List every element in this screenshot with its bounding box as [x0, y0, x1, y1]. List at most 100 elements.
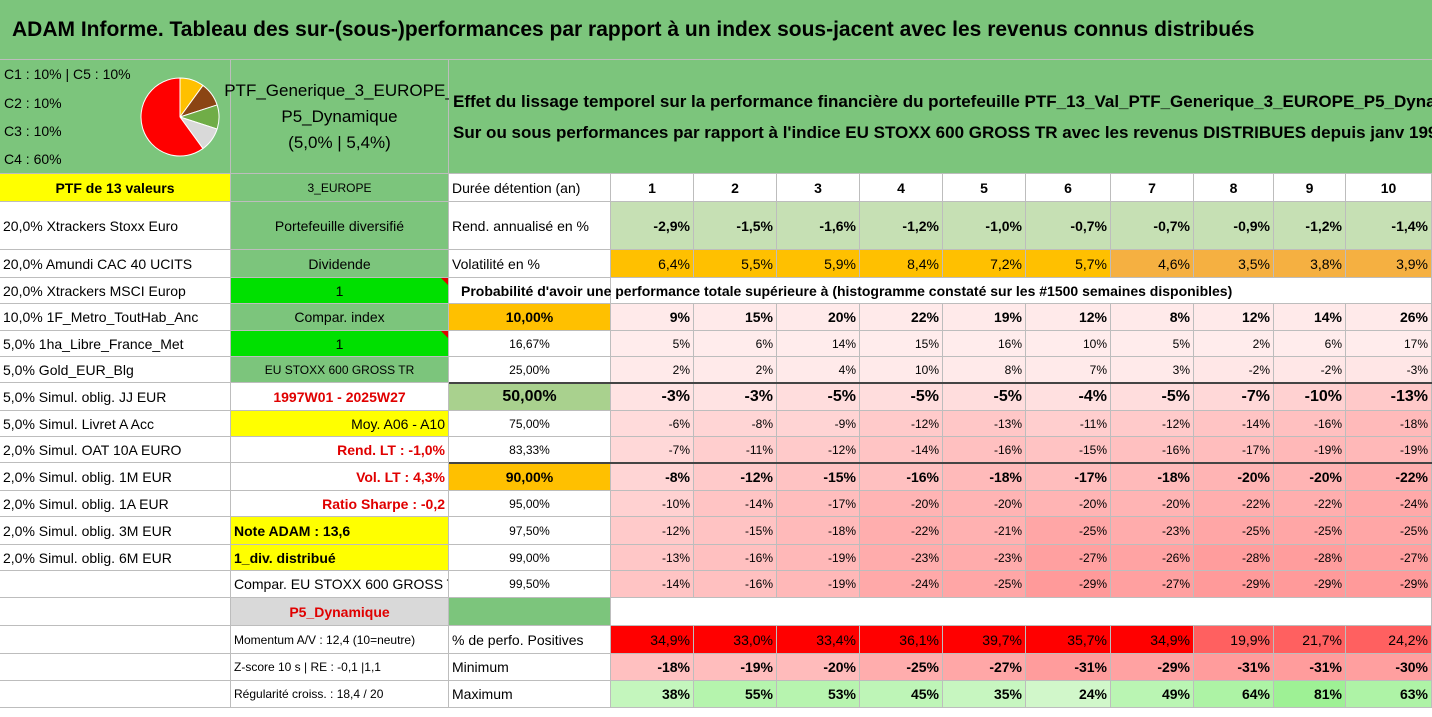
probability-value: -22% — [1194, 491, 1274, 517]
maximum-value: 63% — [1346, 681, 1432, 708]
probability-value: -12% — [860, 411, 943, 437]
maximum-value: 64% — [1194, 681, 1274, 708]
holding-item: 5,0% Gold_EUR_Blg — [0, 357, 231, 383]
probability-value: -20% — [1111, 491, 1194, 517]
adam-score: Note ADAM : 13,6 — [231, 517, 449, 545]
probability-value: -3% — [1346, 357, 1432, 383]
probability-value: -17% — [1194, 437, 1274, 463]
probability-value: 16% — [943, 331, 1026, 357]
probability-value: 10% — [860, 357, 943, 383]
positive-perf-value: 34,9% — [1111, 626, 1194, 654]
probability-value: 26% — [1346, 304, 1432, 331]
probability-value: -5% — [943, 383, 1026, 411]
holding-item: 5,0% Simul. Livret A Acc — [0, 411, 231, 437]
probability-value: -13% — [943, 411, 1026, 437]
probability-value: -22% — [1274, 491, 1346, 517]
probability-value: -25% — [1026, 517, 1111, 545]
annual-return-value: -1,4% — [1346, 202, 1432, 250]
minimum-value: -31% — [1274, 654, 1346, 681]
probability-value: -23% — [1111, 517, 1194, 545]
probability-value: -14% — [611, 571, 694, 598]
probability-value: 15% — [694, 304, 777, 331]
allocation-line: C2 : 10% — [4, 95, 62, 111]
probability-value: -20% — [1026, 491, 1111, 517]
allocation-line: C1 : 10% | C5 : 10% — [4, 66, 131, 82]
probability-value: -9% — [777, 411, 860, 437]
threshold-label: 16,67% — [449, 331, 611, 357]
annual-return-value: -1,2% — [1274, 202, 1346, 250]
probability-value: -11% — [694, 437, 777, 463]
maximum-value: 81% — [1274, 681, 1346, 708]
compare-label: Compar. EU STOXX 600 GROSS TR — [231, 571, 449, 598]
holding-item: 2,0% Simul. oblig. 1A EUR — [0, 491, 231, 517]
positive-perf-value: 39,7% — [943, 626, 1026, 654]
period-range: 1997W01 - 2025W27 — [231, 383, 449, 411]
allocation-line: C3 : 10% — [4, 123, 62, 139]
holding-item: 5,0% 1ha_Libre_France_Met — [0, 331, 231, 357]
maximum-label: Maximum — [449, 681, 611, 708]
description-line-1: Effet du lissage temporel sur la perform… — [453, 91, 1432, 111]
probability-value: 19% — [943, 304, 1026, 331]
threshold-label: 90,00% — [449, 463, 611, 491]
probability-value: -3% — [611, 383, 694, 411]
threshold-label: 75,00% — [449, 411, 611, 437]
volatility-value: 5,9% — [777, 250, 860, 278]
probability-value: 2% — [1194, 331, 1274, 357]
volatility-value: 3,8% — [1274, 250, 1346, 278]
maximum-value: 49% — [1111, 681, 1194, 708]
sharpe-ratio: Ratio Sharpe : -0,2 — [231, 491, 449, 517]
probability-value: -6% — [611, 411, 694, 437]
holding-item: 2,0% Simul. oblig. 3M EUR — [0, 517, 231, 545]
annual-return-value: -0,9% — [1194, 202, 1274, 250]
threshold-label: 95,00% — [449, 491, 611, 517]
probability-value: 8% — [943, 357, 1026, 383]
probability-value: -16% — [1111, 437, 1194, 463]
threshold-label: 25,00% — [449, 357, 611, 383]
probability-value: -15% — [777, 463, 860, 491]
probability-value: -29% — [1026, 571, 1111, 598]
probability-value: -22% — [1346, 463, 1432, 491]
year-header: 6 — [1026, 174, 1111, 202]
probability-value: -12% — [777, 437, 860, 463]
positive-perf-value: 36,1% — [860, 626, 943, 654]
threshold-label: 10,00% — [449, 304, 611, 331]
probability-value: -19% — [1346, 437, 1432, 463]
volatility-value: 5,5% — [694, 250, 777, 278]
positive-perf-value: 35,7% — [1026, 626, 1111, 654]
report-title: ADAM Informe. Tableau des sur-(sous-)per… — [0, 0, 1432, 60]
positive-perf-value: 24,2% — [1346, 626, 1432, 654]
year-header: 4 — [860, 174, 943, 202]
probability-value: -18% — [943, 463, 1026, 491]
probability-value: -15% — [1026, 437, 1111, 463]
probability-value: -14% — [1194, 411, 1274, 437]
year-header: 2 — [694, 174, 777, 202]
allocation-pie-chart — [140, 77, 220, 157]
probability-value: 7% — [1026, 357, 1111, 383]
positive-perf-value: 34,9% — [611, 626, 694, 654]
momentum: Momentum A/V : 12,4 (10=neutre) — [231, 626, 449, 654]
description-line-2: Sur ou sous performances par rapport à l… — [453, 122, 1432, 142]
minimum-value: -30% — [1346, 654, 1432, 681]
probability-value: -22% — [860, 517, 943, 545]
row-separator — [449, 382, 1432, 384]
probability-value: -15% — [694, 517, 777, 545]
long-term-volatility: Vol. LT : 4,3% — [231, 463, 449, 491]
volatility-value: 3,9% — [1346, 250, 1432, 278]
probability-value: -24% — [1346, 491, 1432, 517]
volatility-value: 3,5% — [1194, 250, 1274, 278]
probability-value: -5% — [1111, 383, 1194, 411]
holding-item: 2,0% Simul. OAT 10A EURO — [0, 437, 231, 463]
volatility-value: 7,2% — [943, 250, 1026, 278]
index-name: EU STOXX 600 GROSS TR — [231, 357, 449, 383]
probability-value: -28% — [1194, 545, 1274, 571]
probability-value: -17% — [1026, 463, 1111, 491]
year-header: 5 — [943, 174, 1026, 202]
positive-perf-value: 33,4% — [777, 626, 860, 654]
minimum-value: -31% — [1026, 654, 1111, 681]
portfolio-name-line: P5_Dynamique — [281, 106, 398, 126]
probability-value: -19% — [777, 545, 860, 571]
probability-value: -3% — [694, 383, 777, 411]
description: Effet du lissage temporel sur la perform… — [449, 60, 1432, 174]
cell-comment-marker — [441, 278, 448, 285]
holding-item — [0, 654, 231, 681]
